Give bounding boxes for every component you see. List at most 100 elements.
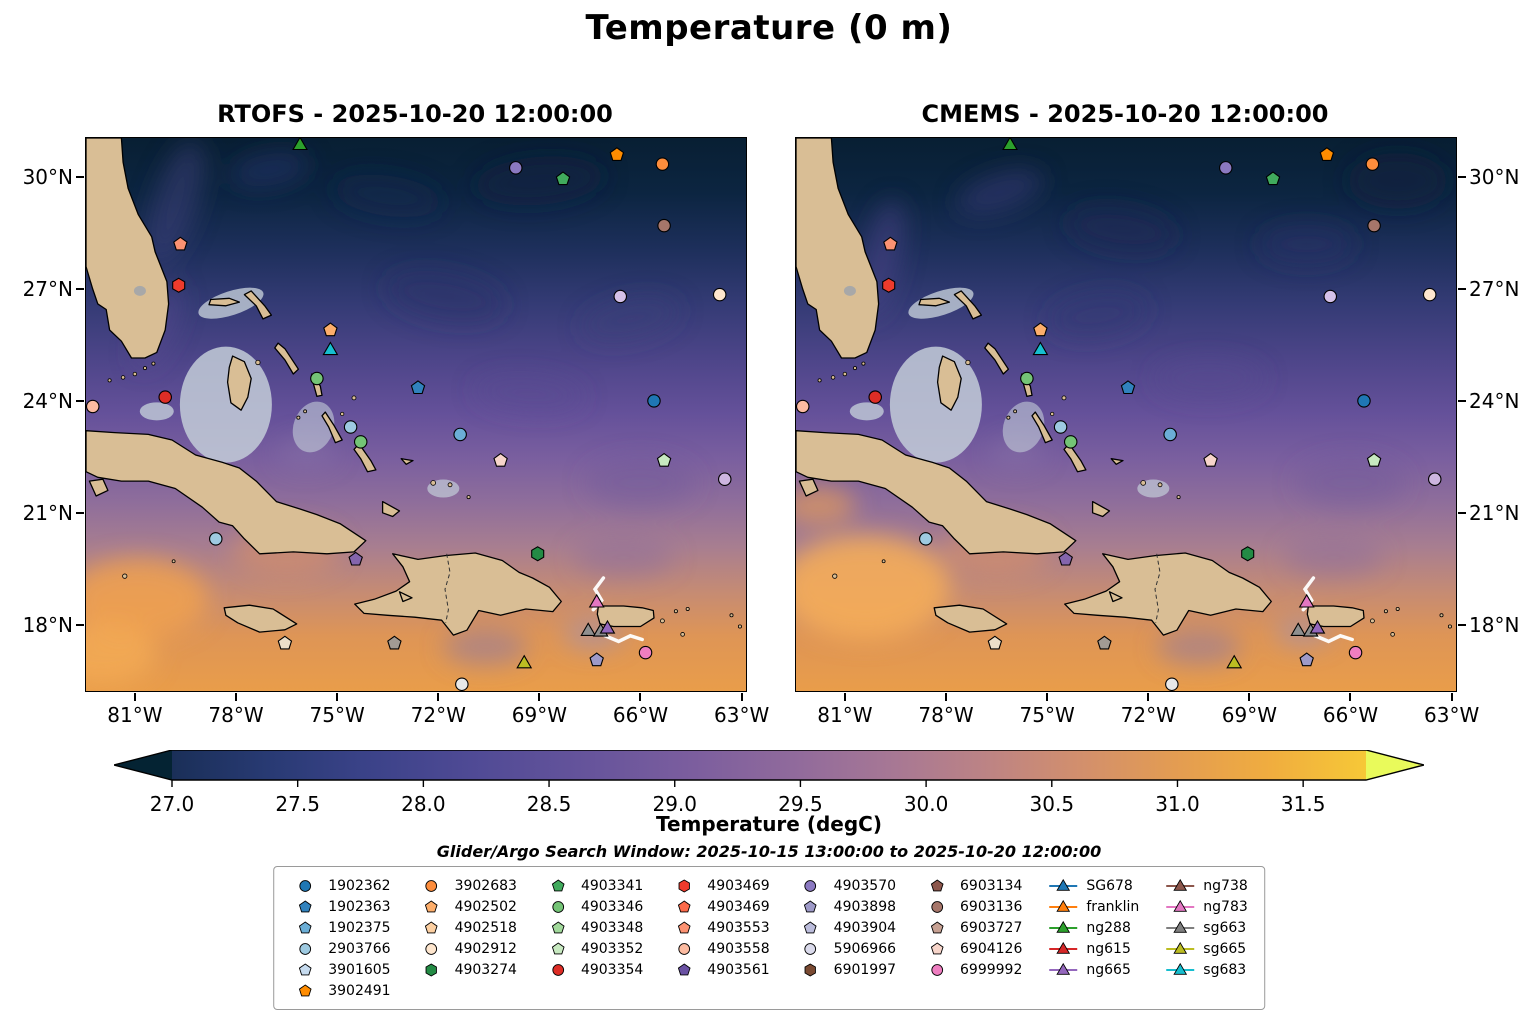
x-tick-label: 75°W — [1019, 703, 1075, 727]
y-tick — [1458, 399, 1466, 402]
y-tick — [76, 511, 84, 514]
legend-item-4903898: 4903898 — [796, 896, 896, 917]
legend-label: 4903341 — [580, 877, 644, 894]
legend-item-1902375: 1902375 — [290, 917, 391, 938]
marker-2903766 — [1053, 420, 1068, 434]
platform-markers — [796, 138, 1442, 691]
legend-label: ng288 — [1086, 919, 1131, 936]
marker-sg665 — [516, 654, 533, 669]
x-tick — [1248, 693, 1251, 701]
x-tick — [437, 693, 440, 701]
y-tick-label: 24°N — [22, 388, 73, 413]
marker-6904126 — [1203, 452, 1218, 467]
legend-label: sg663 — [1203, 919, 1247, 936]
marker-6999992 — [638, 645, 653, 660]
triangle-line-marker-icon — [1049, 920, 1078, 933]
legend-label: 4903570 — [833, 877, 897, 894]
pentagon-marker-icon — [677, 962, 691, 975]
map-rtofs: 81°W 78°W 75°W 72°W 69°W 66°W 63°W 30°N 27°N 24°N… — [23, 137, 769, 727]
colorbar-tick-label: 31.5 — [1280, 792, 1326, 816]
legend-item-franklin: franklin — [1048, 896, 1139, 917]
hexagon-marker-icon — [678, 878, 690, 893]
marker-4903346 — [353, 435, 368, 449]
legend-label: sg683 — [1203, 961, 1247, 978]
x-tick-label: 63°W — [1423, 703, 1480, 727]
marker-5906966 — [718, 472, 732, 486]
colorbar-tick-label: 27.0 — [149, 792, 195, 816]
marker-4903354 — [868, 390, 882, 404]
circle-marker-icon — [299, 879, 312, 892]
marker-4903341 — [555, 171, 571, 186]
legend-column-3: 4903341 4903346 4903348 4903352 4903354 — [543, 875, 643, 1001]
marker-3902491 — [1319, 147, 1335, 161]
legend-label: 6901997 — [833, 961, 897, 978]
legend-label: 4902912 — [454, 940, 517, 957]
triangle-line-marker-icon — [1166, 941, 1195, 954]
legend-item-6903136: 6903136 — [922, 896, 1022, 917]
x-tick-label: 78°W — [918, 703, 974, 727]
legend-label: 1902362 — [328, 877, 391, 894]
y-tick-label: 27°N — [1469, 277, 1520, 302]
legend-column-6: 6903134 6903136 6903727 6904126 6999992 — [922, 875, 1022, 1001]
legend-label: 6903136 — [960, 898, 1023, 915]
y-tick — [1458, 288, 1466, 291]
marker-sg663 — [580, 622, 597, 636]
legend-item-4903469: 4903469 — [669, 896, 770, 917]
legend-item-3902491: 3902491 — [290, 980, 391, 1001]
marker-4903346 — [1063, 435, 1078, 449]
legend-label: 2903766 — [328, 940, 391, 957]
legend-item-6903134: 6903134 — [922, 875, 1022, 896]
y-tick — [1458, 623, 1466, 626]
x-tick — [538, 693, 541, 701]
marker-4903274 — [531, 546, 545, 562]
colorbar-tick-label: 28.0 — [401, 792, 446, 816]
x-tick — [1450, 693, 1453, 701]
legend-label: 1902363 — [328, 898, 391, 915]
legend-label: 4903469 — [707, 877, 770, 894]
legend-column-5: 4903570 4903898 4903904 5906966 6901997 — [796, 875, 896, 1001]
legend-column-2: 3902683 4902502 4902518 4902912 4903274 — [417, 875, 517, 1001]
pentagon-marker-icon — [298, 983, 312, 996]
y-tick — [1458, 176, 1466, 179]
legend-item-ng665: ng665 — [1048, 959, 1139, 980]
x-tick-label: 72°W — [1120, 703, 1176, 727]
legend-column-8: ng738 ng783 sg663 sg665 sg683 — [1165, 875, 1248, 1001]
legend-label: 4903346 — [580, 898, 644, 915]
y-tick-label: 18°N — [22, 612, 73, 637]
legend-label: 6903134 — [960, 877, 1023, 894]
sst-field-cmems — [796, 138, 1456, 691]
x-tick-label: 66°W — [612, 703, 669, 727]
marker-ng288 — [1002, 138, 1018, 151]
marker-ng783 — [1298, 593, 1315, 608]
legend-item-1902362: 1902362 — [290, 875, 391, 896]
y-tick-label: 24°N — [1469, 388, 1520, 413]
legend-label: 6999992 — [960, 961, 1023, 978]
legend-label: 4903469 — [707, 898, 770, 915]
circle-marker-icon — [804, 942, 817, 955]
panel-title-rtofs: RTOFS - 2025-10-20 12:00:00 — [217, 100, 613, 128]
lake-okeechobee — [133, 285, 146, 296]
colorbar-label: Temperature (degC) — [656, 812, 882, 836]
y-tick — [76, 399, 84, 402]
legend-item-ng738: ng738 — [1165, 875, 1248, 896]
circle-marker-icon — [678, 942, 691, 955]
circle-marker-icon — [804, 879, 817, 892]
marker-4903898 — [589, 652, 604, 667]
legend-item-5906966: 5906966 — [796, 938, 896, 959]
colorbar-tick-label: 29.5 — [778, 792, 823, 816]
legend-item-4903341: 4903341 — [543, 875, 643, 896]
legend-item-6999992: 6999992 — [922, 959, 1022, 980]
marker-4903341 — [1265, 171, 1281, 186]
legend-label: 1902375 — [328, 919, 391, 936]
marker-4902912 — [712, 287, 727, 302]
legend-item-4903561: 4903561 — [669, 959, 770, 980]
circle-marker-icon — [931, 900, 943, 913]
legend-label: sg665 — [1203, 940, 1247, 957]
y-tick-label: 30°N — [22, 165, 73, 190]
country-border — [1154, 553, 1161, 623]
legend-item-sg683: sg683 — [1165, 959, 1247, 980]
marker-5906966 — [1428, 472, 1442, 486]
legend-item-4902518: 4902518 — [417, 917, 517, 938]
marker-ng665 — [1309, 619, 1326, 634]
legend-label: 3902683 — [454, 877, 517, 894]
